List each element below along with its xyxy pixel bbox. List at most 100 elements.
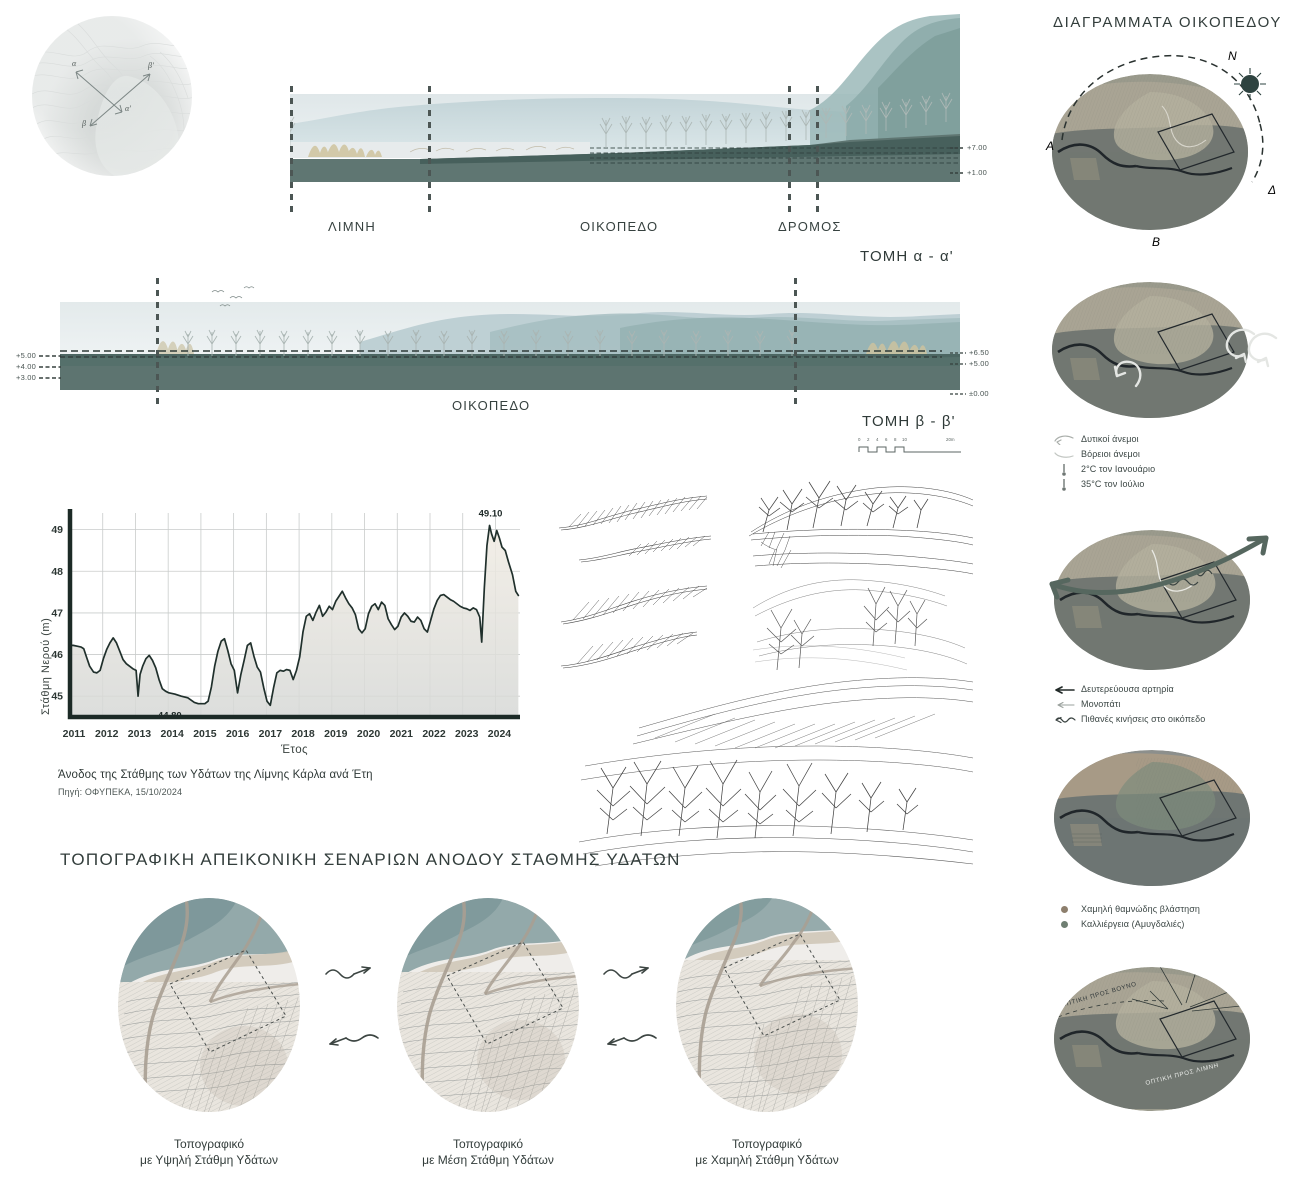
chart-x-tick: 2022 <box>422 728 446 740</box>
scale-tick-8: 8 <box>894 437 897 442</box>
arrow-left-icon <box>1052 685 1076 694</box>
topography-section-title: ΤΟΠΟΓΡΑΦΙΚΗ ΑΠΕΙΚΟΝΙΚΗ ΣΕΝΑΡΙΩΝ ΑΝΟΔΟΥ Σ… <box>60 850 681 869</box>
topo-caption-high-line2: με Υψηλή Στάθμη Υδάτων <box>140 1153 278 1167</box>
chart-y-tick: 47 <box>51 607 63 619</box>
legend-vegetation: Χαμηλή θαμνώδης βλάστηση Καλλιέργεια (Αμ… <box>1052 902 1200 932</box>
chart-x-tick: 2013 <box>128 728 152 740</box>
section-b-elevation-000-right: ±0.00 <box>969 389 989 398</box>
wind-arrow-icon <box>1113 328 1278 388</box>
section-b-elevations-right: +6.50 +5.00 ±0.00 <box>950 347 989 399</box>
topo-caption-mid-line1: Τοπογραφικό <box>452 1137 524 1151</box>
chart-y-tick: 49 <box>51 524 63 536</box>
section-b-title: ΤΟΜΗ β - β' <box>862 413 956 430</box>
section-b-elevation-500-left: +5.00 <box>16 351 36 360</box>
chart-x-tick: 2019 <box>324 728 348 740</box>
legend-circulation-label-0: Δευτερεύουσα αρτηρία <box>1081 684 1174 694</box>
legend-vegetation-label-1: Καλλιέργεια (Αμυγδαλιές) <box>1081 919 1185 929</box>
chart-x-tick: 2024 <box>488 728 512 740</box>
chart-y-tick: 45 <box>51 691 63 703</box>
diagram-circulation <box>1040 520 1290 680</box>
keyplan-circle: α α' β β' <box>32 16 192 176</box>
section-a-label-dromos: ΔΡΟΜΟΣ <box>778 219 842 234</box>
chart-x-tick: 2012 <box>95 728 119 740</box>
chart-annotation: 44.80 <box>158 711 182 722</box>
chart-x-axis-title: Έτος <box>281 744 308 756</box>
topo-circle-high-water <box>118 898 300 1113</box>
section-b-elevation-300-left: +3.00 <box>16 373 36 382</box>
wind-arrow-icon <box>1052 435 1076 445</box>
chart-area-fill <box>70 525 519 717</box>
topo-circle-low-water <box>676 898 858 1113</box>
legend-circulation-item-1: Μονοπάτι <box>1052 697 1205 712</box>
chart-annotation: 49.10 <box>479 508 503 519</box>
topo-caption-low-line2: με Χαμηλή Στάθμη Υδάτων <box>695 1153 839 1167</box>
circulation-arrow-icon <box>1049 535 1269 600</box>
topo-caption-mid-line2: με Μέση Στάθμη Υδάτων <box>422 1153 554 1167</box>
chart-x-tick: 2021 <box>390 728 414 740</box>
legend-climate-label-0: Δυτικοί άνεμοι <box>1081 434 1139 444</box>
legend-circulation-item-0: Δευτερεύουσα αρτηρία <box>1052 682 1205 697</box>
compass-east-label: A <box>1045 139 1054 153</box>
scale-end-label: 20m <box>946 437 955 442</box>
scale-tick-4: 4 <box>876 437 879 442</box>
keyplan-marker-beta: β <box>81 119 86 128</box>
legend-vegetation-label-0: Χαμηλή θαμνώδης βλάστηση <box>1081 904 1200 914</box>
topo-caption-high: Τοπογραφικό με Υψηλή Στάθμη Υδάτων <box>94 1136 324 1168</box>
section-b-cut-line-2 <box>794 278 797 410</box>
section-b-label-oikopedo: ΟΙΚΟΠΕΔΟ <box>452 398 531 413</box>
legend-climate-label-2: 2°C τον Ιανουάριο <box>1081 464 1156 474</box>
legend-climate-label-3: 35°C τον Ιούλιο <box>1081 479 1145 489</box>
legend-climate: Δυτικοί άνεμοι Βόρειοι άνεμοι 2°C τον Ια… <box>1052 432 1155 492</box>
water-level-chart: Στάθμη Νερού (m) 45 46 47 48 49 2011 2012 2013 2… <box>28 505 528 805</box>
scale-tick-10: 10 <box>902 437 907 442</box>
legend-climate-item-3: 35°C τον Ιούλιο <box>1052 477 1155 492</box>
section-b-elevations-left: +5.00 +4.00 +3.00 <box>16 350 61 383</box>
topo-arrow-group-2 <box>600 950 670 1060</box>
section-a-cut-line-4 <box>816 86 819 216</box>
legend-circulation-label-1: Μονοπάτι <box>1081 699 1121 709</box>
section-a-title: ΤΟΜΗ α - α' <box>860 248 954 265</box>
topo-caption-low-line1: Τοπογραφικό <box>731 1137 803 1151</box>
chart-caption: Άνοδος της Στάθμης των Υδάτων της Λίμνης… <box>58 769 373 781</box>
legend-circulation-item-2: Πιθανές κινήσεις στο οικόπεδο <box>1052 712 1205 727</box>
section-b-elevation-650-right: +6.50 <box>969 348 989 357</box>
legend-climate-item-2: 2°C τον Ιανουάριο <box>1052 462 1155 477</box>
chart-y-axis-title: Στάθμη Νερού (m) <box>40 617 52 715</box>
legend-circulation-label-2: Πιθανές κινήσεις στο οικόπεδο <box>1081 714 1206 724</box>
section-b-drawing <box>60 278 960 410</box>
topo-caption-high-line1: Τοπογραφικό <box>173 1137 245 1151</box>
right-column-title: ΔΙΑΓΡΑΜΜΑΤΑ ΟΙΚΟΠΕΔΟΥ <box>1053 14 1283 31</box>
legend-climate-label-1: Βόρειοι άνεμοι <box>1081 449 1140 459</box>
dot-icon <box>1052 921 1076 928</box>
wind-arrow-icon <box>1052 450 1076 460</box>
legend-climate-item-1: Βόρειοι άνεμοι <box>1052 447 1155 462</box>
diagram-winds <box>1040 278 1290 428</box>
thermometer-icon <box>1052 478 1076 491</box>
section-a-label-limni: ΛΙΜΝΗ <box>328 219 376 234</box>
chart-x-tick: 2017 <box>259 728 283 740</box>
section-a-label-oikopedo: ΟΙΚΟΠΕΔΟ <box>580 219 659 234</box>
chart-series-line <box>69 524 520 707</box>
scale-tick-0: 0 <box>858 437 861 442</box>
section-a-elevation-100: +1.00 <box>967 168 987 177</box>
section-a-elevation-row-2: +1.00 <box>950 168 987 177</box>
scale-bar: 0 2 4 6 8 10 20m <box>856 435 966 461</box>
chart-y-tick: 48 <box>51 566 63 578</box>
section-a-cut-line-1 <box>290 86 293 216</box>
section-b-elevation-500-right: +5.00 <box>969 359 989 368</box>
section-a-drawing: +7.00 +1.00 ΛΙΜΝΗ ΟΙΚΟΠΕΔΟ ΔΡΟΜΟΣ <box>284 14 987 234</box>
chart-axis <box>67 509 520 720</box>
topo-circle-mid-water <box>397 898 579 1113</box>
sun-icon <box>1234 68 1266 100</box>
compass-south-label: B <box>1152 235 1160 249</box>
legend-climate-item-0: Δυτικοί άνεμοι <box>1052 432 1155 447</box>
keyplan-marker-alpha: α <box>72 59 77 68</box>
legend-circulation: Δευτερεύουσα αρτηρία Μονοπάτι Πιθανές κι… <box>1052 682 1205 727</box>
chart-x-tick: 2018 <box>291 728 315 740</box>
diagram-sun-path: N A B Δ <box>1040 40 1290 249</box>
chart-source: Πηγή: ΟΦΥΠΕΚΑ, 15/10/2024 <box>58 787 183 797</box>
keyplan-marker-beta-prime: β' <box>147 61 154 70</box>
section-b-elevation-400-left: +4.00 <box>16 362 36 371</box>
thermometer-icon <box>1052 463 1076 476</box>
legend-vegetation-item-0: Χαμηλή θαμνώδης βλάστηση <box>1052 902 1200 917</box>
